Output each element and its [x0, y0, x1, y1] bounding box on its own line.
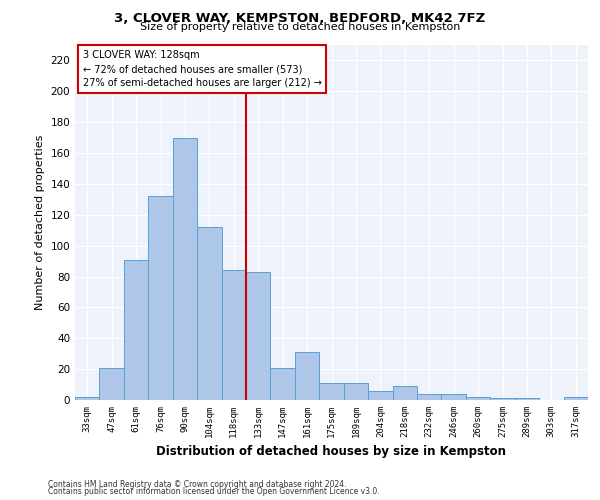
- Bar: [124, 260, 148, 400]
- Bar: [344, 383, 368, 400]
- Bar: [197, 227, 221, 400]
- Text: 3 CLOVER WAY: 128sqm
← 72% of detached houses are smaller (573)
27% of semi-deta: 3 CLOVER WAY: 128sqm ← 72% of detached h…: [83, 50, 322, 88]
- Bar: [100, 368, 124, 400]
- Bar: [466, 397, 490, 400]
- Bar: [246, 272, 271, 400]
- Text: Size of property relative to detached houses in Kempston: Size of property relative to detached ho…: [140, 22, 460, 32]
- Bar: [221, 270, 246, 400]
- Bar: [490, 398, 515, 400]
- Bar: [563, 397, 588, 400]
- Bar: [319, 383, 344, 400]
- Text: Contains public sector information licensed under the Open Government Licence v3: Contains public sector information licen…: [48, 488, 380, 496]
- Bar: [442, 394, 466, 400]
- X-axis label: Distribution of detached houses by size in Kempston: Distribution of detached houses by size …: [157, 446, 506, 458]
- Bar: [148, 196, 173, 400]
- Y-axis label: Number of detached properties: Number of detached properties: [35, 135, 45, 310]
- Text: 3, CLOVER WAY, KEMPSTON, BEDFORD, MK42 7FZ: 3, CLOVER WAY, KEMPSTON, BEDFORD, MK42 7…: [115, 12, 485, 26]
- Bar: [368, 390, 392, 400]
- Bar: [271, 368, 295, 400]
- Bar: [392, 386, 417, 400]
- Bar: [173, 138, 197, 400]
- Bar: [417, 394, 442, 400]
- Text: Contains HM Land Registry data © Crown copyright and database right 2024.: Contains HM Land Registry data © Crown c…: [48, 480, 347, 489]
- Bar: [295, 352, 319, 400]
- Bar: [75, 397, 100, 400]
- Bar: [515, 398, 539, 400]
